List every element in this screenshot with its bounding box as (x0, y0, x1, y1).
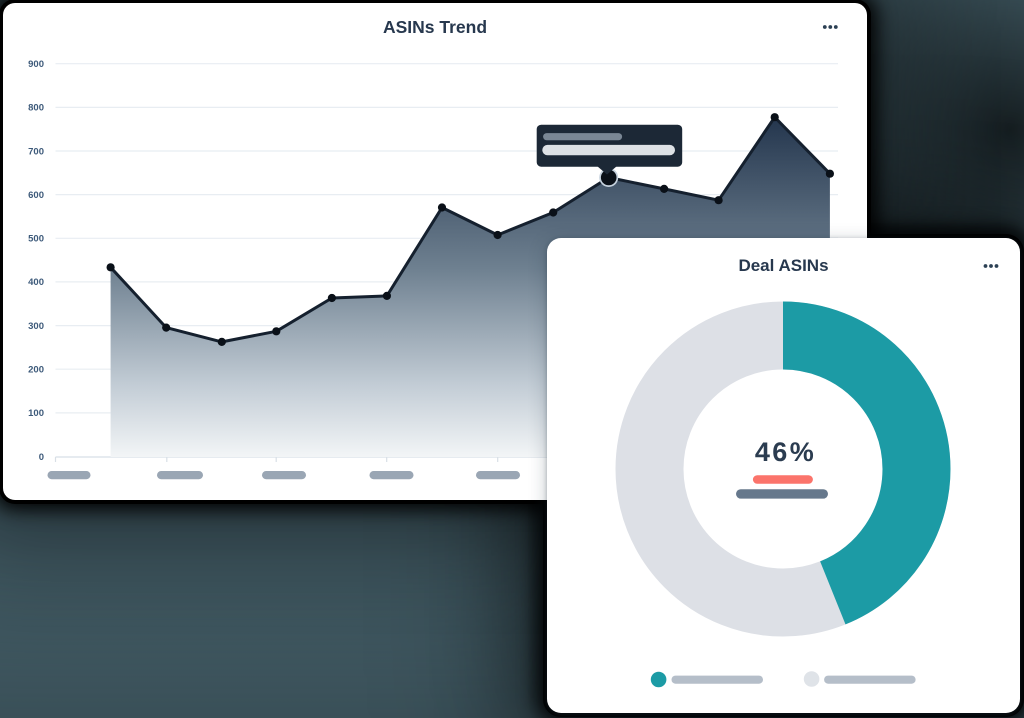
svg-text:800: 800 (28, 103, 44, 114)
svg-text:500: 500 (28, 234, 44, 245)
svg-text:300: 300 (28, 321, 44, 332)
svg-text:600: 600 (28, 190, 44, 201)
svg-text:700: 700 (28, 146, 44, 157)
svg-text:400: 400 (28, 277, 44, 288)
svg-text:200: 200 (28, 365, 44, 376)
svg-text:46%: 46% (755, 437, 816, 467)
svg-text:0: 0 (39, 452, 44, 463)
svg-text:100: 100 (28, 408, 44, 419)
svg-text:900: 900 (28, 59, 44, 70)
